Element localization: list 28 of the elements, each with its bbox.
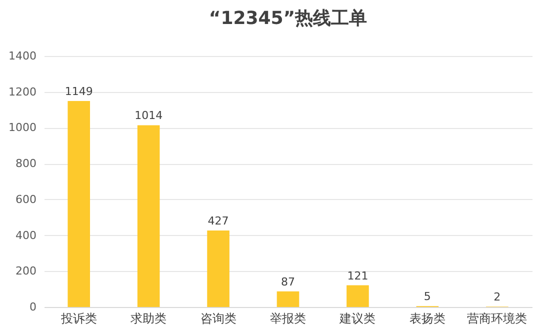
- data-label: 1014: [134, 109, 163, 122]
- x-tick-label: 建议类: [338, 312, 376, 326]
- y-tick-label: 1000: [8, 121, 36, 134]
- y-tick-label: 200: [16, 264, 36, 278]
- bar: [137, 125, 160, 307]
- y-tick-label: 400: [16, 228, 36, 242]
- y-tick-label: 600: [16, 192, 36, 206]
- data-label: 87: [281, 275, 295, 288]
- y-tick-label: 1400: [8, 50, 36, 62]
- y-tick-label: 1200: [8, 85, 36, 98]
- x-tick-label: 求助类: [130, 312, 167, 326]
- data-label: 2: [494, 290, 501, 304]
- bar: [346, 285, 369, 307]
- chart-title: “12345”热线工单: [208, 8, 368, 29]
- x-tick-label: 表扬类: [409, 312, 446, 326]
- bar: [207, 230, 230, 307]
- data-label: 427: [208, 214, 229, 228]
- data-label: 5: [424, 290, 431, 304]
- y-tick-label: 0: [30, 300, 36, 314]
- bar: [276, 291, 300, 307]
- bar: [68, 101, 90, 307]
- data-label: 121: [347, 269, 368, 282]
- y-tick-label: 800: [16, 157, 36, 170]
- x-tick-label: 举报类: [270, 312, 306, 326]
- x-tick-label: 咨询类: [200, 312, 236, 326]
- x-tick-label: 营商环境类: [467, 312, 528, 326]
- data-label: 1149: [64, 85, 93, 98]
- x-tick-label: 投诉类: [60, 312, 97, 326]
